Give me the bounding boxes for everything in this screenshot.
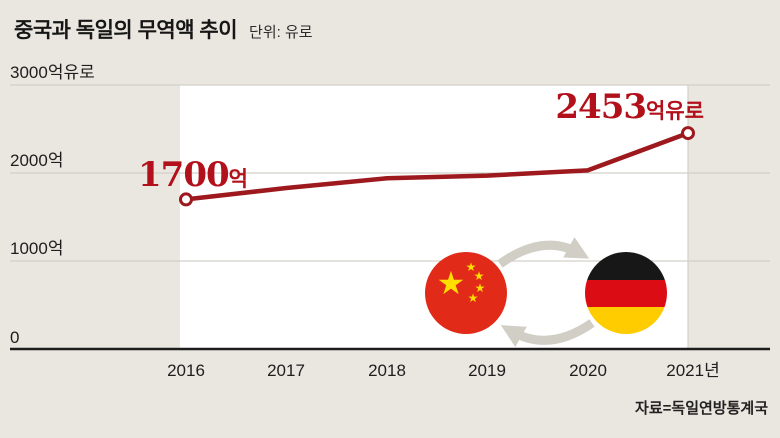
chart-header: 중국과 독일의 무역액 추이 단위: 유로 (14, 14, 313, 44)
trade-line (183, 130, 691, 202)
y-tick-1000: 1000억 (10, 239, 63, 258)
annotation-2016-value: 1700 (138, 155, 230, 195)
x-tick-2018: 2018 (368, 361, 406, 380)
x-axis-labels: 2016 2017 2018 2019 2020 2021년 (167, 361, 720, 380)
china-small-star-icon: ★ (468, 291, 479, 305)
x-tick-2017: 2017 (267, 361, 305, 380)
x-tick-2021: 2021년 (666, 361, 719, 380)
annotation-2016-suffix: 억 (228, 166, 248, 191)
x-tick-2020: 2020 (569, 361, 607, 380)
china-small-star-icon: ★ (475, 281, 486, 295)
germany-flag-icon (585, 252, 667, 334)
annotation-2021-suffix: 억유로 (646, 98, 704, 123)
exchange-arrows-icon (497, 237, 595, 347)
endpoint-marker-2021 (681, 126, 695, 141)
china-big-star-icon: ★ (437, 264, 466, 302)
y-axis-labels: 3000억유로 2000억 1000억 0 (10, 63, 95, 347)
china-small-star-icon: ★ (466, 260, 477, 274)
endpoint-marker-2016 (179, 192, 193, 207)
annotation-2016: 1700억 (138, 158, 248, 192)
unit-label: 단위: 유로 (249, 24, 313, 41)
y-tick-3000: 3000억유로 (10, 63, 95, 82)
x-tick-2016: 2016 (167, 361, 205, 380)
page-title: 중국과 독일의 무역액 추이 (14, 19, 238, 42)
china-flag-icon: ★ ★ ★ ★ ★ (425, 252, 507, 334)
y-tick-0: 0 (10, 328, 19, 347)
annotation-2021: 2453억유로 (555, 90, 704, 124)
x-tick-2019: 2019 (468, 361, 506, 380)
china-small-star-icon: ★ (474, 269, 485, 283)
annotation-2021-value: 2453 (555, 87, 647, 127)
source-label: 자료=독일연방통계국 (635, 400, 768, 417)
y-tick-2000: 2000억 (10, 151, 63, 170)
